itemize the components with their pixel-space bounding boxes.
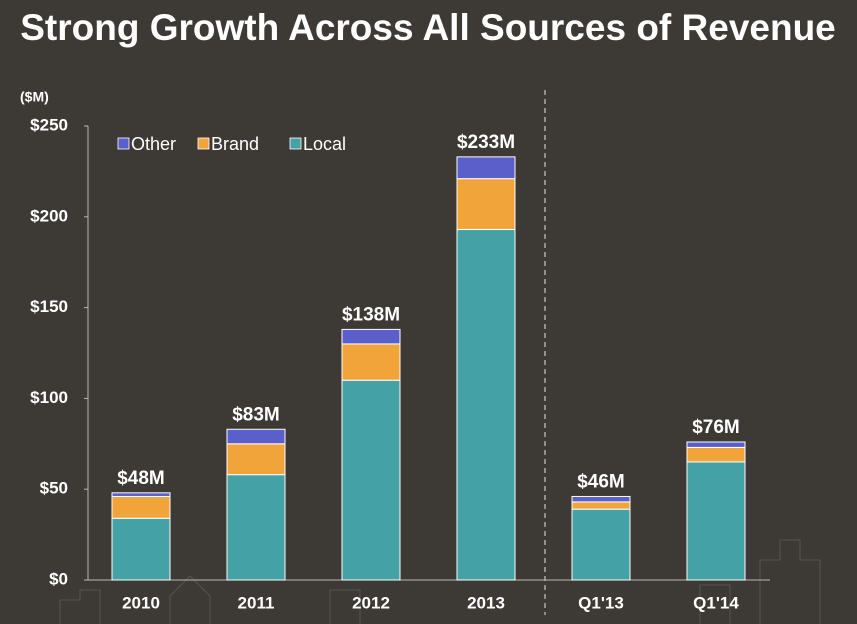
y-tick-label: $50 — [40, 479, 68, 498]
bar-segment — [686, 446, 746, 463]
y-tick-label: $100 — [30, 388, 68, 407]
bar-segment — [341, 328, 401, 345]
legend-label: Local — [303, 134, 346, 154]
x-tick-label: 2013 — [467, 593, 505, 612]
bar-segment — [111, 492, 171, 497]
y-tick-label: $0 — [49, 569, 68, 588]
total-label: $233M — [457, 132, 515, 153]
x-tick-label: 2012 — [352, 593, 390, 612]
legend-swatch — [289, 137, 302, 150]
bar-segment — [226, 443, 286, 476]
bar-segment — [571, 508, 631, 581]
bar-segment — [341, 343, 401, 381]
y-tick-label: $200 — [30, 206, 68, 225]
bar-segment — [456, 229, 516, 581]
y-tick-label: $250 — [30, 115, 68, 134]
legend-swatch — [117, 137, 130, 150]
bar-segment — [111, 495, 171, 519]
total-label: $76M — [692, 417, 740, 438]
chart-title: Strong Growth Across All Sources of Reve… — [20, 7, 836, 48]
bar-segment — [456, 156, 516, 180]
skyline-decoration — [59, 539, 821, 624]
legend-label: Other — [131, 134, 176, 154]
y-axis-unit: ($M) — [20, 89, 49, 105]
x-tick-label: Q1'13 — [578, 593, 624, 612]
bar-segment — [571, 501, 631, 510]
bar-segment — [226, 474, 286, 581]
y-tick-label: $150 — [30, 297, 68, 316]
x-tick-label: 2011 — [238, 593, 275, 612]
bar-segment — [341, 379, 401, 581]
bar-segment — [456, 178, 516, 231]
total-label: $48M — [117, 468, 165, 489]
legend-label: Brand — [211, 134, 259, 154]
total-label: $138M — [342, 304, 400, 325]
x-tick-label: 2010 — [122, 593, 160, 612]
x-tick-label: Q1'14 — [693, 593, 739, 612]
bar-segment — [686, 461, 746, 581]
total-label: $46M — [577, 471, 625, 492]
bar-segment — [111, 517, 171, 581]
bar-segment — [571, 495, 631, 503]
bar-segment — [226, 428, 286, 445]
total-label: $83M — [232, 404, 280, 425]
bar-segment — [686, 441, 746, 448]
legend-swatch — [197, 137, 210, 150]
